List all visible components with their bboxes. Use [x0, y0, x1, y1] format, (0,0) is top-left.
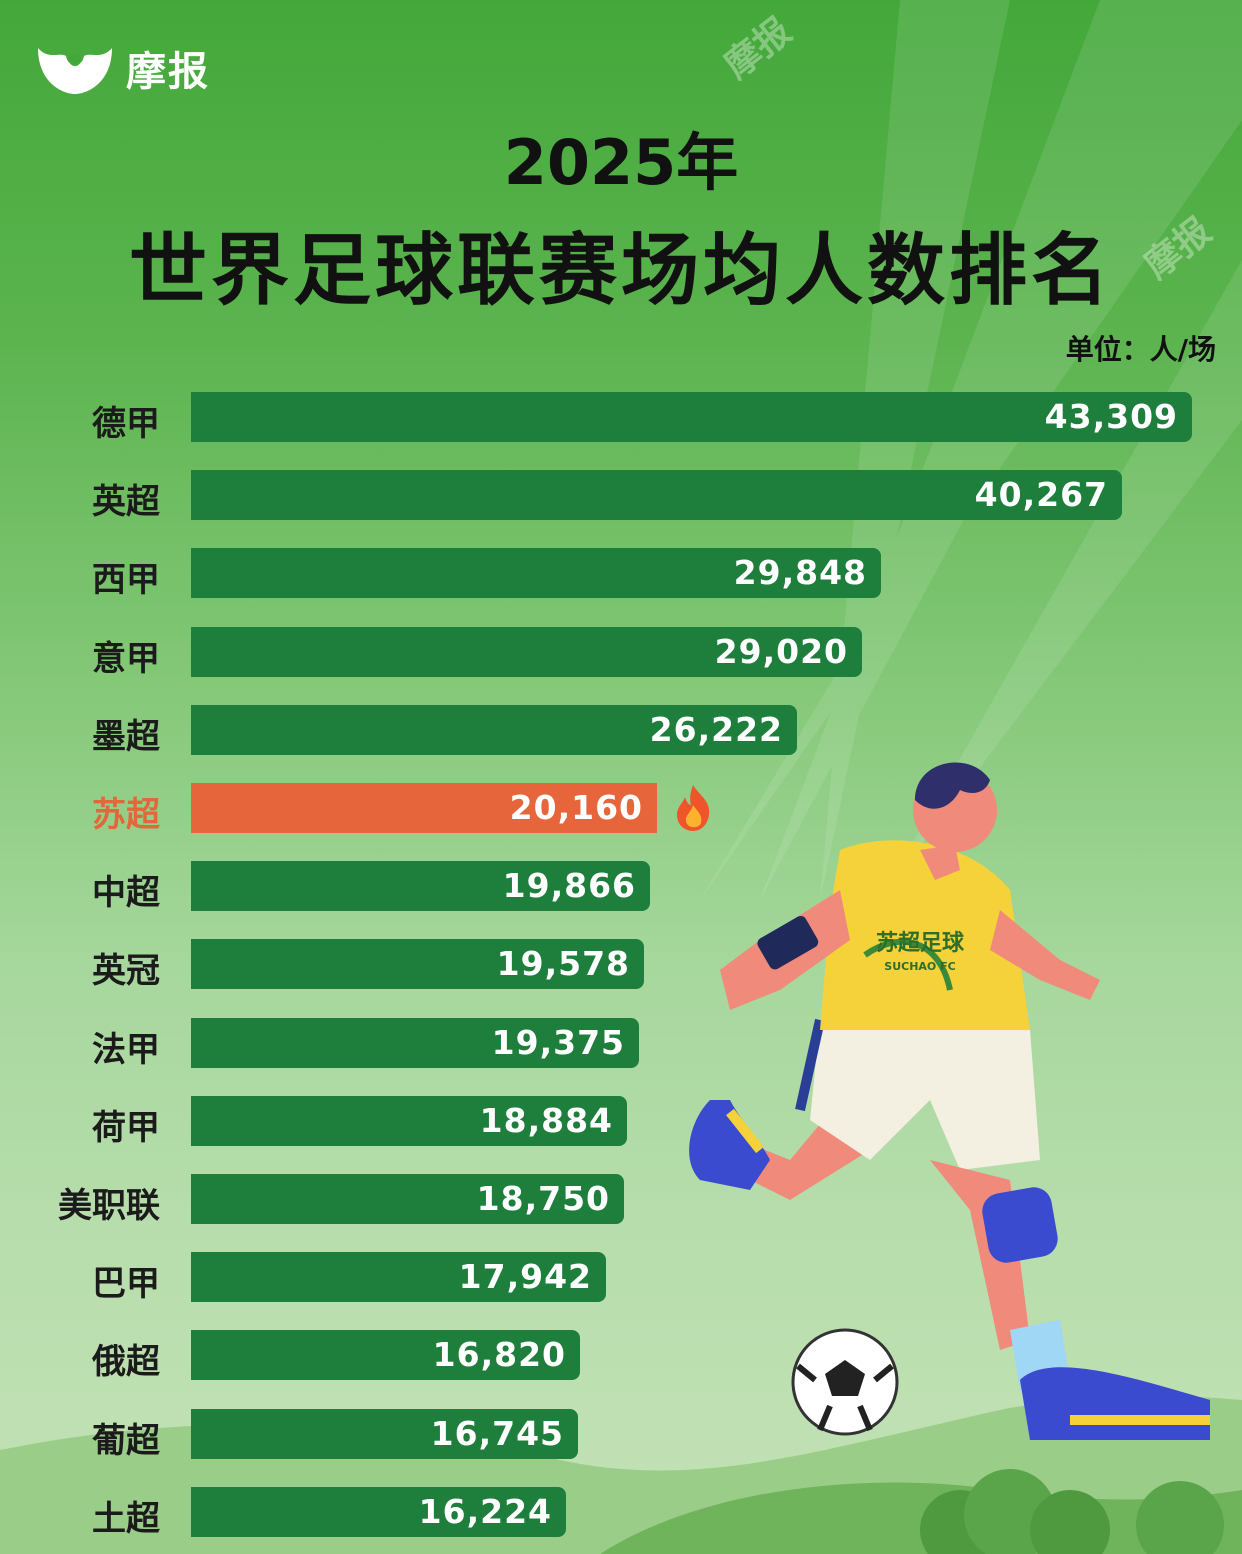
chart-subtitle: 世界足球联赛场均人数排名: [128, 226, 1113, 316]
bar: 18,884: [191, 1096, 627, 1146]
bar-value-label: 29,020: [714, 632, 848, 671]
bar-value-label: 40,267: [974, 475, 1108, 514]
bar-value-label: 29,848: [733, 553, 867, 592]
bar-value-label: 20,160: [509, 788, 643, 827]
jersey-text: 苏超足球: [876, 930, 965, 956]
bar-value-label: 26,222: [649, 710, 783, 749]
bar-value-label: 17,942: [458, 1257, 592, 1296]
bar-value-label: 16,820: [432, 1335, 566, 1374]
bar: 40,267: [191, 470, 1122, 520]
bar-label: 土超: [92, 1499, 160, 1539]
jersey-subtext: SUCHAO FC: [884, 960, 955, 973]
bar-label: 巴甲: [92, 1264, 160, 1304]
bar: 29,848: [191, 548, 881, 598]
bar: 16,820: [191, 1330, 580, 1380]
bar-label: 葡超: [92, 1421, 160, 1461]
bar-label: 墨超: [92, 717, 160, 757]
fire-icon: [677, 785, 710, 831]
bar: 17,942: [191, 1252, 606, 1302]
brand-logo: 摩报: [32, 38, 210, 98]
bar: 19,375: [191, 1018, 639, 1068]
bar: 43,309: [191, 392, 1192, 442]
soccer-player-illustration: 苏超足球 SUCHAO FC: [689, 762, 1210, 1440]
bar-value-label: 18,884: [479, 1101, 613, 1140]
bar: 18,750: [191, 1174, 624, 1224]
bar-label: 意甲: [92, 639, 160, 679]
unit-label: 单位：人/场: [1065, 333, 1216, 366]
bar: 16,745: [191, 1409, 578, 1459]
bar-label: 俄超: [92, 1342, 160, 1382]
moba-logo-icon: [38, 48, 112, 94]
bar: 29,020: [191, 627, 862, 677]
bar: 16,224: [191, 1487, 566, 1537]
bar-label: 西甲: [92, 560, 160, 600]
bar: 19,578: [191, 939, 644, 989]
bar-label: 苏超: [92, 795, 160, 835]
bar: 26,222: [191, 705, 797, 755]
bar-value-label: 19,375: [491, 1023, 625, 1062]
bar-label: 英冠: [92, 951, 160, 991]
brand-name: 摩报: [126, 49, 210, 95]
bar-label: 荷甲: [92, 1108, 160, 1148]
bar-value-label: 16,745: [430, 1414, 564, 1453]
bar-value-label: 43,309: [1044, 397, 1178, 436]
bar-value-label: 19,866: [502, 866, 636, 905]
bar-highlight: 20,160: [191, 783, 657, 833]
bar-label: 法甲: [92, 1030, 160, 1070]
bar: 19,866: [191, 861, 650, 911]
bar-label: 德甲: [92, 404, 160, 444]
bar-value-label: 16,224: [418, 1492, 552, 1531]
bar-value-label: 18,750: [476, 1179, 610, 1218]
bar-label: 美职联: [58, 1186, 160, 1226]
bar-label: 中超: [92, 873, 160, 913]
bar-label: 英超: [92, 482, 160, 522]
chart-title: 2025年: [503, 126, 739, 199]
bar-value-label: 19,578: [496, 944, 630, 983]
